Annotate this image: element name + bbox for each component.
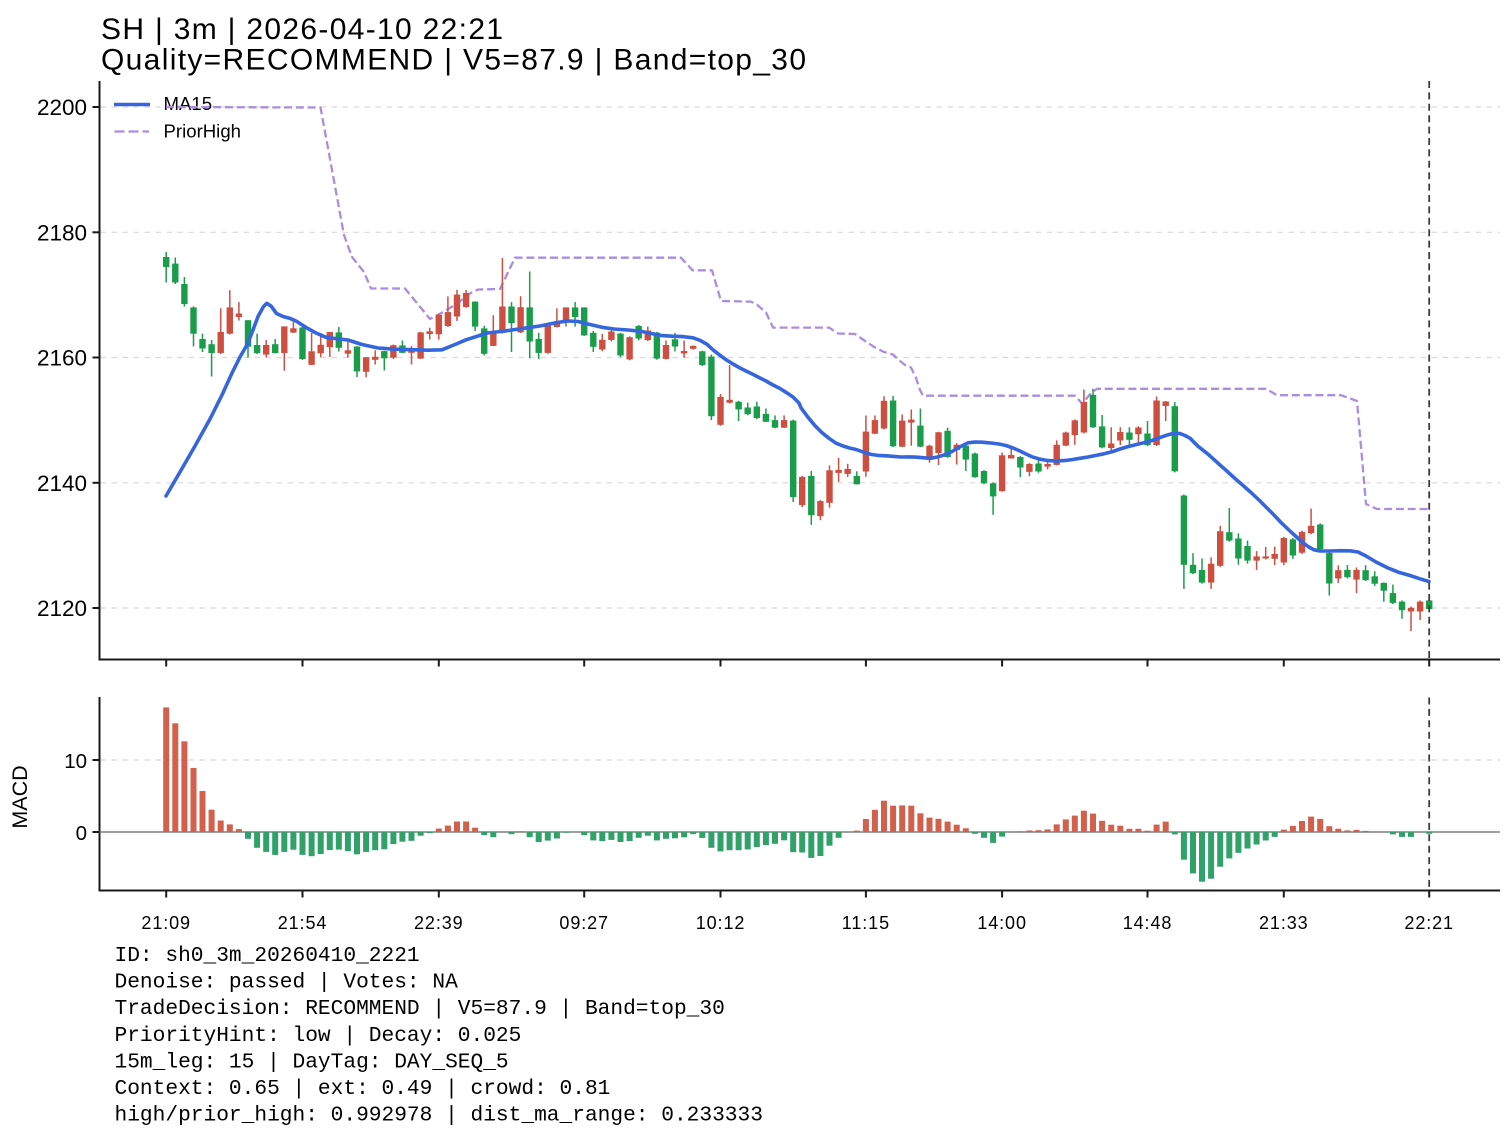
svg-text:22:39: 22:39 [414,913,464,933]
svg-text:11:15: 11:15 [842,913,890,933]
svg-text:Context: 0.65 | ext: 0.49 | cr: Context: 0.65 | ext: 0.49 | crowd: 0.81 [115,1077,611,1101]
svg-text:TradeDecision: RECOMMEND | V5=: TradeDecision: RECOMMEND | V5=87.9 | Ban… [115,997,725,1021]
svg-text:21:09: 21:09 [141,913,191,933]
svg-text:PriorityHint: low | Decay: 0.0: PriorityHint: low | Decay: 0.025 [115,1024,522,1048]
svg-text:2140: 2140 [37,471,87,496]
svg-text:MACD: MACD [8,765,32,828]
svg-text:Denoise: passed | Votes: NA: Denoise: passed | Votes: NA [115,971,459,995]
svg-text:2120: 2120 [37,596,87,621]
svg-text:10: 10 [64,750,87,773]
svg-text:MA15: MA15 [164,93,213,114]
svg-text:2180: 2180 [37,220,87,245]
svg-text:15m_leg: 15 | DayTag: DAY_SEQ_: 15m_leg: 15 | DayTag: DAY_SEQ_5 [115,1050,509,1074]
svg-text:22:21: 22:21 [1404,913,1454,933]
svg-text:PriorHigh: PriorHigh [164,121,242,142]
svg-text:21:54: 21:54 [278,913,328,933]
svg-text:09:27: 09:27 [559,913,609,933]
svg-text:2200: 2200 [37,95,87,120]
svg-text:SH | 3m | 2026-04-10 22:21: SH | 3m | 2026-04-10 22:21 [101,13,503,46]
svg-text:ID: sh0_3m_20260410_2221: ID: sh0_3m_20260410_2221 [115,944,420,968]
svg-text:10:12: 10:12 [696,913,746,933]
svg-text:2160: 2160 [37,346,87,371]
svg-text:21:33: 21:33 [1259,913,1309,933]
svg-text:Quality=RECOMMEND | V5=87.9 |: Quality=RECOMMEND | V5=87.9 | Band=top_3… [101,44,806,77]
svg-text:high/prior_high: 0.992978 | di: high/prior_high: 0.992978 | dist_ma_rang… [115,1104,763,1128]
svg-text:0: 0 [76,822,87,845]
svg-text:14:48: 14:48 [1123,913,1173,933]
svg-text:14:00: 14:00 [977,913,1027,933]
